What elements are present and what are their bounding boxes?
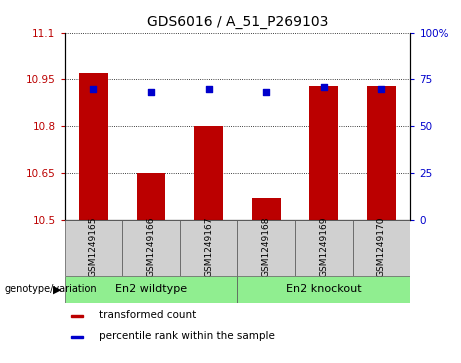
Point	[263, 90, 270, 95]
Bar	[136, 173, 165, 220]
Bar	[79, 73, 108, 220]
Text: GSM1249169: GSM1249169	[319, 216, 328, 277]
Text: percentile rank within the sample: percentile rank within the sample	[99, 331, 275, 341]
Text: GSM1249166: GSM1249166	[147, 216, 155, 277]
Bar	[122, 220, 180, 276]
Text: GSM1249168: GSM1249168	[262, 216, 271, 277]
Bar	[65, 220, 122, 276]
Point	[378, 86, 385, 91]
Bar	[237, 220, 295, 276]
Text: transformed count: transformed count	[99, 310, 196, 321]
Point	[89, 86, 97, 91]
Bar	[353, 220, 410, 276]
Bar	[71, 336, 83, 338]
Text: GSM1249167: GSM1249167	[204, 216, 213, 277]
Text: GSM1249170: GSM1249170	[377, 216, 386, 277]
Bar	[65, 276, 237, 303]
Point	[148, 90, 155, 95]
Text: En2 wildtype: En2 wildtype	[115, 285, 187, 294]
Text: ▶: ▶	[53, 285, 62, 294]
Text: genotype/variation: genotype/variation	[5, 285, 97, 294]
Title: GDS6016 / A_51_P269103: GDS6016 / A_51_P269103	[147, 15, 328, 29]
Bar	[367, 86, 396, 220]
Text: GSM1249165: GSM1249165	[89, 216, 98, 277]
Bar	[71, 315, 83, 317]
Bar	[194, 126, 223, 220]
Bar	[237, 276, 410, 303]
Bar	[295, 220, 353, 276]
Bar	[309, 86, 338, 220]
Point	[320, 84, 327, 90]
Text: En2 knockout: En2 knockout	[286, 285, 362, 294]
Point	[205, 86, 212, 91]
Bar	[252, 198, 281, 220]
Bar	[180, 220, 237, 276]
